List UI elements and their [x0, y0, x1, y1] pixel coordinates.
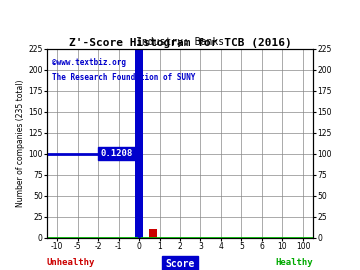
Text: Industry: Banks: Industry: Banks — [136, 37, 224, 47]
Title: Z'-Score Histogram for TCB (2016): Z'-Score Histogram for TCB (2016) — [69, 38, 291, 48]
Text: Score: Score — [165, 259, 195, 269]
Bar — [135, 49, 143, 238]
Text: Healthy: Healthy — [275, 258, 313, 267]
Text: Unhealthy: Unhealthy — [47, 258, 95, 267]
Text: 0.1208: 0.1208 — [100, 149, 132, 158]
Text: The Research Foundation of SUNY: The Research Foundation of SUNY — [52, 73, 195, 82]
Y-axis label: Number of companies (235 total): Number of companies (235 total) — [16, 79, 25, 207]
Bar — [149, 229, 157, 238]
Text: ©www.textbiz.org: ©www.textbiz.org — [52, 58, 126, 67]
